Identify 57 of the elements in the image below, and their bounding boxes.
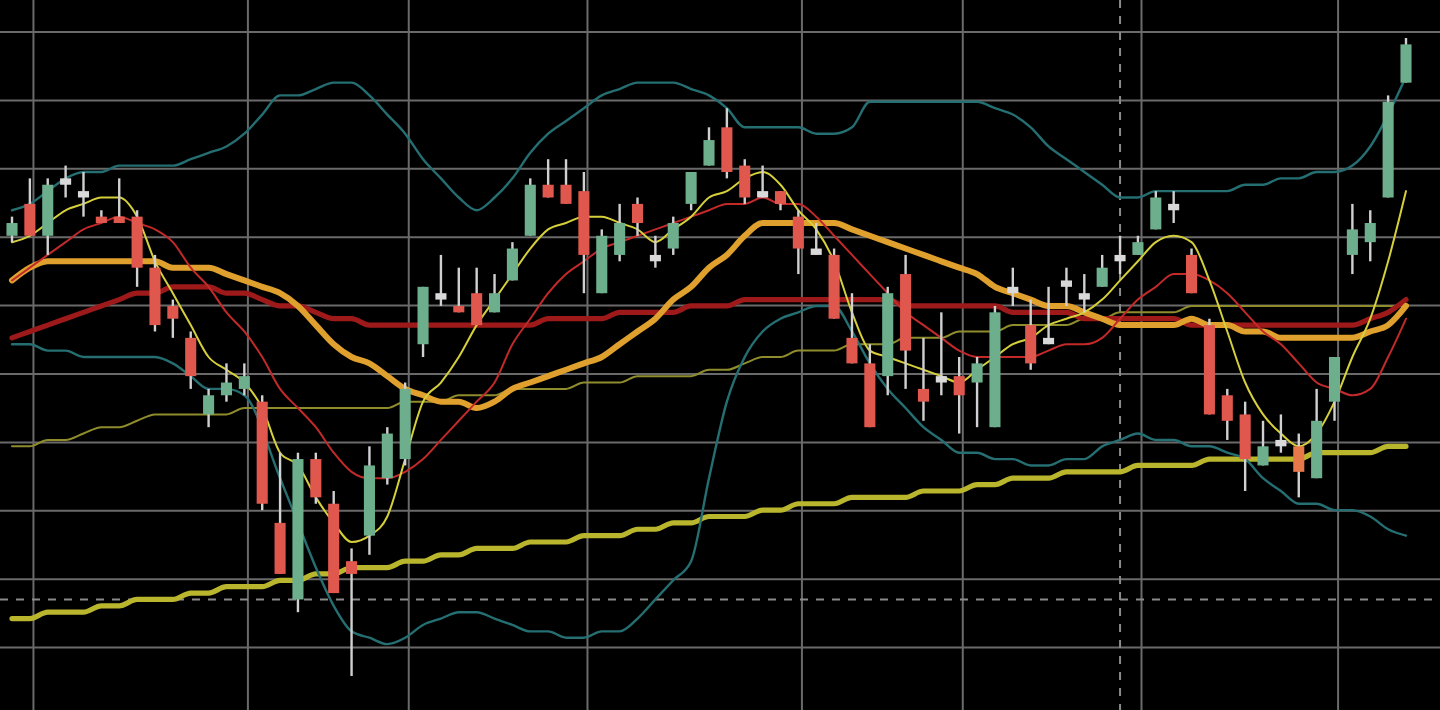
candlestick (1275, 413, 1287, 454)
candlestick (1132, 234, 1144, 257)
candlestick (6, 215, 18, 244)
candlestick (1346, 202, 1358, 276)
candlestick (77, 170, 90, 218)
candlestick (1293, 432, 1305, 499)
candlestick (1114, 234, 1126, 276)
candlestick (1096, 253, 1108, 289)
candlestick (757, 164, 769, 199)
candlestick (917, 336, 929, 422)
candlestick (935, 311, 947, 397)
candlestick (220, 362, 232, 403)
candlestick (1221, 387, 1233, 442)
candlestick (971, 355, 983, 429)
candlestick (506, 240, 518, 282)
candlestick (1168, 189, 1180, 225)
candlestick (703, 126, 715, 167)
candlestick (1060, 266, 1072, 308)
candlestick (453, 266, 465, 314)
candlestick (113, 177, 125, 225)
candlestick (649, 234, 661, 269)
candlestick (685, 170, 697, 212)
candlestick (435, 253, 447, 308)
candlestick (1007, 266, 1019, 308)
candlestick (185, 330, 197, 391)
candlestick (1239, 400, 1251, 493)
candlestick (846, 292, 858, 365)
candlestick (1364, 209, 1376, 263)
candlestick (810, 221, 822, 257)
candlestick (471, 266, 483, 327)
candlestick (721, 106, 733, 180)
candlestick (1186, 247, 1198, 295)
candlestick (346, 547, 358, 678)
candlestick (739, 158, 751, 206)
candlestick (1328, 355, 1341, 422)
candlestick (792, 209, 804, 276)
candlestick (560, 158, 572, 206)
candlestick (667, 215, 679, 257)
candlestick (381, 425, 393, 486)
candlestick (310, 451, 322, 505)
candlestick (614, 202, 626, 263)
candlestick (1043, 285, 1055, 346)
candlestick (774, 189, 787, 212)
candlestick (60, 164, 72, 199)
candlestick (1257, 419, 1269, 467)
candlestick (489, 272, 501, 314)
candlestick (238, 362, 250, 397)
candlestick (203, 387, 215, 429)
candlestick (167, 298, 179, 340)
candlestick (542, 158, 554, 199)
candlestick (1025, 298, 1037, 371)
candlestick (1400, 36, 1412, 84)
candlestick (1150, 189, 1162, 231)
candlestick (1078, 272, 1090, 314)
candlestick (631, 196, 644, 237)
candlestick (953, 355, 965, 435)
candlestick (24, 177, 36, 237)
